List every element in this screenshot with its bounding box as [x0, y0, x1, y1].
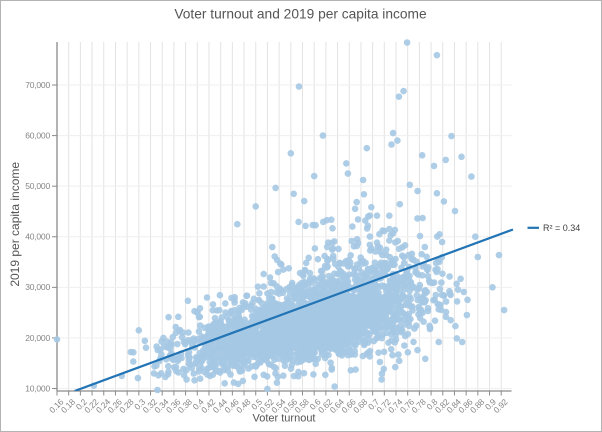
svg-text:Voter turnout: Voter turnout [253, 413, 316, 425]
svg-text:2019 per capita income: 2019 per capita income [8, 162, 22, 287]
svg-text:10,000: 10,000 [25, 383, 50, 393]
svg-text:50,000: 50,000 [25, 181, 50, 191]
svg-text:R² = 0.34: R² = 0.34 [543, 223, 580, 233]
svg-text:Voter turnout and 2019 per cap: Voter turnout and 2019 per capita income [174, 6, 427, 21]
svg-text:70,000: 70,000 [25, 80, 50, 90]
svg-text:60,000: 60,000 [25, 131, 50, 141]
svg-text:20,000: 20,000 [25, 333, 50, 343]
svg-text:30,000: 30,000 [25, 282, 50, 292]
svg-text:40,000: 40,000 [25, 232, 50, 242]
